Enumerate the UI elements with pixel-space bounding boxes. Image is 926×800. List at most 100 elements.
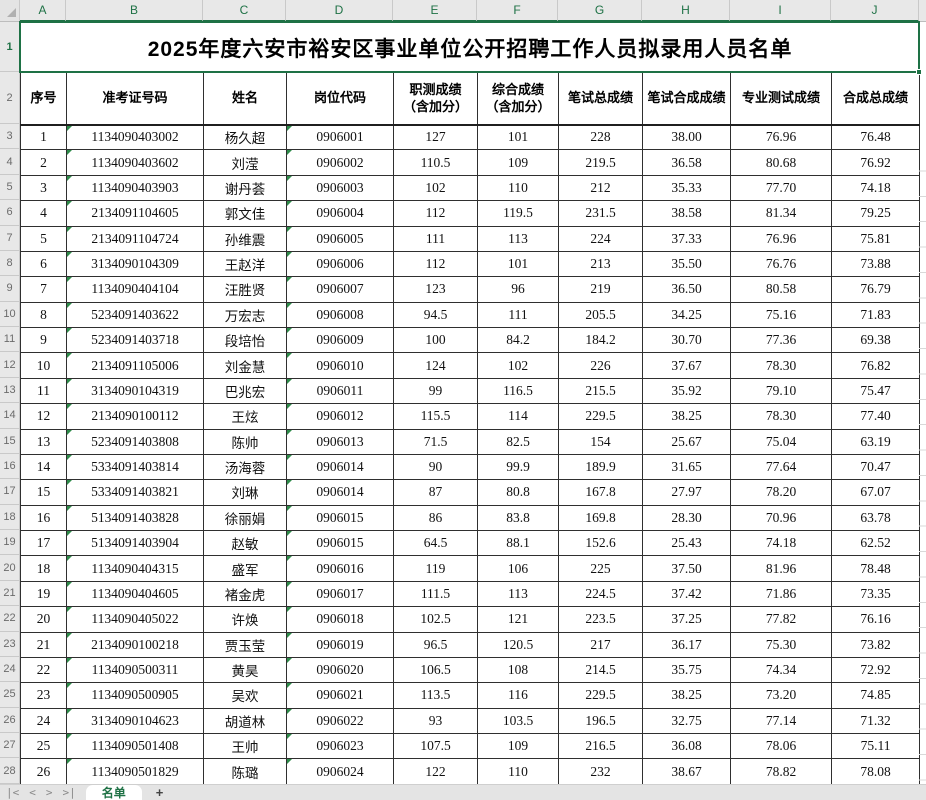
cell[interactable]: 4 [20, 200, 67, 227]
header-cell[interactable]: 合成总成绩 [830, 72, 921, 126]
cell[interactable]: 0906007 [286, 276, 394, 303]
cell[interactable]: 35.92 [642, 377, 731, 405]
cell[interactable]: 12 [20, 403, 67, 430]
cell[interactable]: 77.36 [730, 326, 832, 354]
cell[interactable]: 216.5 [558, 732, 643, 760]
cell[interactable]: 许焕 [203, 606, 287, 633]
column-header-D[interactable]: D [286, 0, 393, 22]
cell[interactable]: 陈璐 [203, 758, 287, 785]
cell[interactable]: 78.48 [830, 555, 921, 582]
cell[interactable]: 101 [477, 250, 559, 278]
cell[interactable]: 0906006 [286, 250, 394, 278]
cell[interactable]: 38.25 [642, 403, 731, 430]
cell[interactable]: 0906014 [286, 479, 394, 506]
cell[interactable]: 7 [20, 276, 67, 303]
cell[interactable]: 28.30 [642, 504, 731, 532]
cell[interactable]: 115.5 [393, 403, 478, 430]
cell[interactable]: 212 [558, 174, 643, 202]
cell[interactable]: 褚金虎 [203, 580, 287, 608]
cell[interactable]: 巴兆宏 [203, 377, 287, 405]
cell[interactable]: 101 [477, 123, 559, 151]
cell[interactable]: 25 [20, 732, 67, 760]
cell[interactable]: 37.25 [642, 606, 731, 633]
cell[interactable]: 26 [20, 758, 67, 785]
cell[interactable]: 112 [393, 200, 478, 227]
cell[interactable]: 25.67 [642, 428, 731, 455]
cell[interactable]: 0906015 [286, 504, 394, 532]
cell[interactable]: 83.8 [477, 504, 559, 532]
cell[interactable]: 74.18 [830, 174, 921, 202]
row-header-27[interactable]: 27 [0, 733, 20, 759]
cell[interactable]: 116 [477, 682, 559, 709]
cell[interactable]: 77.70 [730, 174, 832, 202]
cell[interactable]: 82.5 [477, 428, 559, 455]
cell[interactable]: 0906014 [286, 453, 394, 481]
cell[interactable]: 5134091403904 [66, 529, 204, 557]
column-header-H[interactable]: H [642, 0, 730, 22]
header-cell[interactable]: 专业测试成绩 [730, 72, 832, 126]
cell[interactable]: 71.86 [730, 580, 832, 608]
cell[interactable]: 73.20 [730, 682, 832, 709]
first-sheet-icon[interactable]: |< [6, 785, 20, 799]
cell[interactable]: 71.5 [393, 428, 478, 455]
cell[interactable]: 5234091403718 [66, 326, 204, 354]
cell[interactable]: 36.50 [642, 276, 731, 303]
add-sheet-button[interactable]: + [155, 784, 164, 800]
cell[interactable]: 19 [20, 580, 67, 608]
cell[interactable]: 184.2 [558, 326, 643, 354]
cell[interactable]: 赵敏 [203, 529, 287, 557]
cell[interactable]: 1 [20, 123, 67, 151]
next-sheet-icon[interactable]: > [45, 785, 53, 799]
cell[interactable]: 刘琳 [203, 479, 287, 506]
cell[interactable]: 11 [20, 377, 67, 405]
cell[interactable]: 22 [20, 656, 67, 684]
cell[interactable]: 96.5 [393, 631, 478, 658]
cell[interactable]: 2134091104724 [66, 225, 204, 252]
cell[interactable]: 232 [558, 758, 643, 785]
cell[interactable]: 1134090500905 [66, 682, 204, 709]
cell[interactable]: 225 [558, 555, 643, 582]
row-header-3[interactable]: 3 [0, 124, 20, 150]
cell[interactable]: 80.8 [477, 479, 559, 506]
cell[interactable]: 汤海蓉 [203, 453, 287, 481]
header-cell[interactable]: 笔试总成绩 [558, 72, 643, 126]
cell[interactable]: 69.38 [830, 326, 921, 354]
cell[interactable]: 93 [393, 707, 478, 735]
cell[interactable]: 0906017 [286, 580, 394, 608]
cell[interactable]: 75.11 [830, 732, 921, 760]
cell[interactable]: 77.40 [830, 403, 921, 430]
cell[interactable]: 0906005 [286, 225, 394, 252]
cell[interactable]: 214.5 [558, 656, 643, 684]
cell[interactable]: 37.50 [642, 555, 731, 582]
row-header-2[interactable]: 2 [0, 72, 20, 124]
cell[interactable]: 78.08 [830, 758, 921, 785]
cell[interactable]: 75.04 [730, 428, 832, 455]
cell[interactable]: 1134090404104 [66, 276, 204, 303]
cell[interactable]: 107.5 [393, 732, 478, 760]
cell[interactable]: 231.5 [558, 200, 643, 227]
cell[interactable]: 77.64 [730, 453, 832, 481]
cell[interactable]: 0906016 [286, 555, 394, 582]
cell[interactable]: 77.14 [730, 707, 832, 735]
cell[interactable]: 汪胜贤 [203, 276, 287, 303]
cell[interactable]: 213 [558, 250, 643, 278]
cell[interactable]: 万宏志 [203, 301, 287, 329]
cell[interactable]: 84.2 [477, 326, 559, 354]
cell[interactable]: 196.5 [558, 707, 643, 735]
column-header-E[interactable]: E [393, 0, 477, 22]
row-header-12[interactable]: 12 [0, 352, 20, 378]
cell[interactable]: 152.6 [558, 529, 643, 557]
row-header-14[interactable]: 14 [0, 403, 20, 429]
cell[interactable]: 205.5 [558, 301, 643, 329]
cell[interactable]: 8 [20, 301, 67, 329]
cell[interactable]: 77.82 [730, 606, 832, 633]
cell[interactable]: 73.88 [830, 250, 921, 278]
cell[interactable]: 35.33 [642, 174, 731, 202]
cell[interactable]: 32.75 [642, 707, 731, 735]
cell[interactable]: 81.34 [730, 200, 832, 227]
cell[interactable]: 78.20 [730, 479, 832, 506]
column-header-B[interactable]: B [66, 0, 203, 22]
cell[interactable]: 38.25 [642, 682, 731, 709]
cell[interactable]: 74.34 [730, 656, 832, 684]
cell[interactable]: 1134090403602 [66, 149, 204, 176]
